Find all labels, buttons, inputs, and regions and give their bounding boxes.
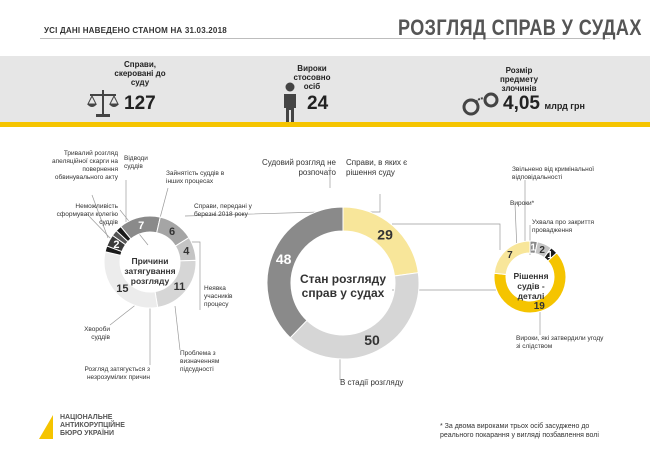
center-value-2: 48 bbox=[276, 251, 292, 267]
right-chart-title: Рішення судів - деталі bbox=[513, 271, 549, 301]
stat-crimes-unit: млрд грн bbox=[544, 101, 585, 111]
label-jurisdiction: Проблема з визначенням підсудності bbox=[180, 350, 220, 373]
label-unclear-reasons: Розгляд затягується з незрозумілих причи… bbox=[84, 366, 150, 381]
stat-verdicts-label: Вироки стосовно осіб bbox=[293, 64, 331, 91]
left-value-1: 6 bbox=[169, 226, 175, 238]
label-jury: Неможливість сформувати колегію суддів bbox=[56, 203, 118, 226]
stat-cases-value: 127 bbox=[124, 93, 156, 114]
label-recusal: Відводи суддів bbox=[124, 155, 148, 170]
left-value-0: 7 bbox=[138, 220, 144, 232]
label-released: Звільнено від кримінальної відповідально… bbox=[512, 166, 595, 181]
page-title: РОЗГЛЯД СПРАВ У СУДАХ bbox=[398, 15, 642, 40]
label-in-progress: В стадії розгляду bbox=[340, 378, 404, 387]
label-nonappearance: Неявка учасників процесу bbox=[204, 285, 233, 308]
connector-busy bbox=[159, 187, 169, 219]
logo-line-3: БЮРО УКРАЇНИ bbox=[60, 430, 114, 437]
handcuffs-icon bbox=[462, 92, 499, 116]
center-slice-2 bbox=[266, 206, 344, 339]
right-donut: 1 2 1 19 7 bbox=[493, 240, 567, 314]
header-divider bbox=[40, 38, 610, 39]
data-date-note: УСІ ДАНІ НАВЕДЕНО СТАНОМ НА 31.03.2018 bbox=[44, 26, 227, 35]
logo-line-1: НАЦІОНАЛЬНЕ bbox=[60, 414, 113, 421]
stat-crimes-label: Розмір предмету злочинів bbox=[499, 66, 539, 93]
label-verdicts-star: Вироки* bbox=[510, 200, 535, 207]
stat-verdicts-value: 24 bbox=[307, 93, 329, 114]
right-value-3: 19 bbox=[534, 301, 546, 312]
left-value-2: 4 bbox=[183, 246, 190, 258]
left-value-6: 2 bbox=[113, 239, 119, 251]
left-donut: 7 64 11 15 2 bbox=[103, 215, 197, 309]
connector-to-right bbox=[392, 223, 501, 250]
connector-illness bbox=[109, 302, 139, 326]
logo-line-2: АНТИКОРУПЦІЙНЕ bbox=[60, 422, 125, 429]
label-busy-judges: Зайнятість суддів в інших процесах bbox=[166, 170, 225, 185]
right-slice-4 bbox=[493, 240, 531, 276]
stats-band bbox=[0, 56, 650, 122]
stats-band-accent bbox=[0, 122, 650, 127]
center-chart-title: Стан розгляду справ у судах bbox=[299, 272, 387, 300]
label-closure: Ухвала про закриття провадження bbox=[532, 219, 595, 234]
label-passed-march: Справи, передані у березні 2018 року bbox=[194, 203, 252, 218]
label-not-started: Судовий розгляд не розпочато bbox=[261, 158, 336, 177]
center-value-1: 50 bbox=[364, 332, 380, 348]
left-chart-title: Причини затягування розгляду bbox=[124, 256, 176, 286]
left-slice-8 bbox=[115, 225, 132, 243]
right-value-0: 1 bbox=[530, 243, 536, 254]
nabu-logo-icon bbox=[39, 415, 53, 439]
nabu-logo-text: НАЦІОНАЛЬНЕ АНТИКОРУПЦІЙНЕ БЮРО УКРАЇНИ bbox=[60, 414, 125, 438]
label-deals: Вироки, які затвердили угоду зі слідство… bbox=[516, 335, 604, 350]
right-value-2: 1 bbox=[547, 250, 553, 261]
person-icon bbox=[284, 82, 296, 122]
label-appeal-delay: Тривалий розгляд апеляційної скарги на п… bbox=[52, 150, 118, 181]
center-value-0: 29 bbox=[377, 227, 393, 243]
connector-jurisdiction bbox=[174, 305, 181, 351]
footnote: * За двома вироками трьох осіб засуджено… bbox=[440, 423, 599, 439]
left-value-3: 11 bbox=[174, 281, 186, 293]
center-donut: 29 50 48 bbox=[266, 206, 420, 360]
connector-appeal bbox=[91, 194, 109, 239]
left-value-4: 15 bbox=[116, 283, 128, 295]
right-slice-3 bbox=[493, 252, 567, 314]
stat-crimes-value: 4,05 bbox=[503, 93, 540, 114]
label-has-decision: Справи, в яких є рішення суду bbox=[346, 158, 408, 177]
label-illness: Хвороби суддів bbox=[84, 326, 110, 341]
scales-icon bbox=[87, 90, 119, 117]
stat-cases-label: Справи, скеровані до суду bbox=[114, 60, 166, 87]
right-value-4: 7 bbox=[507, 250, 513, 261]
right-value-1: 2 bbox=[539, 245, 545, 256]
connector-jury2 bbox=[85, 212, 113, 241]
